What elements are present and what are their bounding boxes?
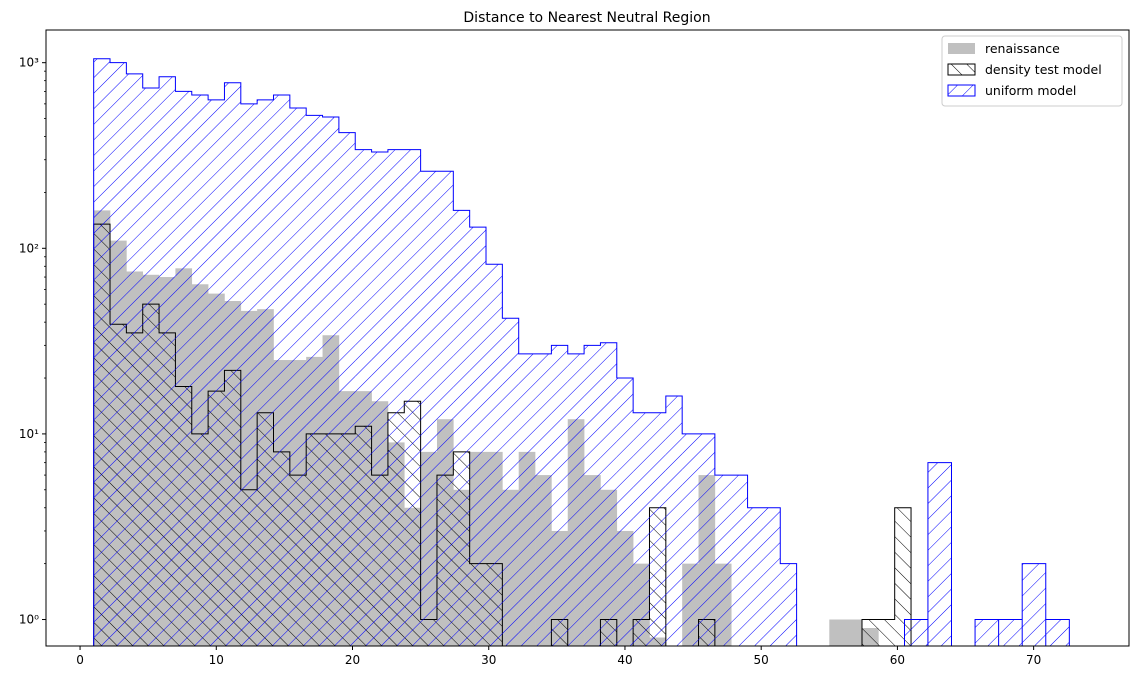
hatch-uniform-model-24 [486,264,503,646]
hatch-uniform-model-61 [927,462,952,646]
hatch-uniform-model-18 [387,149,405,646]
hatch-uniform-model-21 [436,171,454,646]
y-tick-label-100: 10² [19,241,39,255]
hatch-uniform-model-8 [224,82,241,646]
hatch-uniform-model-32 [616,378,634,646]
legend-swatch-uniform-model [947,84,976,97]
legend-swatch-renaissance [948,43,975,54]
bar-renaissance-46 [845,619,863,646]
hatch-uniform-model-9 [240,103,258,646]
plot-area [93,58,1070,646]
x-tick-label-30: 30 [481,653,496,667]
hatch-density-test-model-49 [894,507,912,646]
hatch-uniform-model-12 [289,107,307,646]
hatch-uniform-model-13 [306,115,323,646]
hatch-uniform-model-11 [273,94,290,646]
hatch-uniform-model-6 [191,94,209,646]
x-tick-label-50: 50 [754,653,769,667]
hatch-uniform-model-38 [714,475,732,646]
legend-label-density-test-model: density test model [985,62,1102,77]
hatch-uniform-model-7 [208,99,225,646]
hatch-uniform-model-28 [551,345,568,646]
x-axis: 0 10 20 30 40 50 60 70 [76,646,1041,667]
y-tick-label-1000: 10³ [19,56,39,70]
legend-frame [941,35,1123,107]
legend-label-renaissance: renaissance [985,41,1060,56]
y-tick-label-1: 10⁰ [19,613,39,627]
hatch-uniform-model-26 [518,353,536,646]
y-axis: 10⁰ 10¹ 10² 10³ [19,56,46,627]
hatch-uniform-model-65 [1045,619,1070,646]
hatch-uniform-model-15 [338,132,356,646]
hatch-uniform-model-60 [904,619,928,646]
hatch-uniform-model-40 [747,507,764,646]
hatch-uniform-model-0 [93,58,111,646]
hatch-uniform-model-41 [763,507,781,646]
hatch-uniform-model-35 [665,396,683,646]
y-tick-label-10: 10¹ [19,427,39,441]
x-tick-label-70: 70 [1026,653,1041,667]
hatch-uniform-model-27 [535,353,552,646]
legend-label-uniform-model: uniform model [985,83,1076,98]
hatch-uniform-model-5 [175,91,192,646]
x-tick-label-40: 40 [617,653,632,667]
hatch-uniform-model-39 [731,475,748,646]
bar-renaissance-45 [829,619,846,646]
x-tick-label-0: 0 [76,653,84,667]
hatch-uniform-model-62 [975,619,999,646]
hatch-uniform-model-36 [682,433,699,646]
hatch-uniform-model-16 [355,149,372,646]
outline-uniform-model [93,58,1070,646]
x-tick-label-20: 20 [345,653,360,667]
series-uniform-model [93,58,1070,646]
hatch-uniform-model-19 [404,149,421,646]
hatch-uniform-model-22 [453,210,470,646]
hatch-uniform-model-31 [600,342,617,646]
hatch-uniform-model-3 [142,88,160,646]
legend-swatch-density-test-model [947,63,976,76]
chart-title: Distance to Nearest Neutral Region [463,10,710,26]
hatch-uniform-model-1 [110,62,127,646]
hatch-uniform-model-33 [633,412,650,646]
hatch-uniform-model-4 [159,76,176,646]
legend: renaissance density test model uniform m… [941,35,1123,107]
x-tick-label-60: 60 [890,653,905,667]
hatch-uniform-model-37 [698,433,715,646]
hatch-uniform-model-17 [371,152,388,646]
hatch-density-test-model-48 [878,619,895,646]
hatch-uniform-model-64 [1022,563,1046,646]
hatch-uniform-model-2 [126,73,143,646]
hatch-uniform-model-25 [502,318,519,646]
plot-frame [45,29,1130,647]
x-tick-label-10: 10 [209,653,224,667]
hatch-uniform-model-14 [322,116,339,646]
hatch-uniform-model-10 [257,99,274,646]
hatch-uniform-model-30 [584,345,601,646]
hatch-uniform-model-29 [567,353,585,646]
hatch-density-test-model-47 [861,619,879,646]
hatch-uniform-model-34 [649,412,666,646]
hatch-uniform-model-23 [469,227,487,646]
hatch-uniform-model-42 [780,563,797,646]
hatch-uniform-model-20 [420,171,437,646]
hatch-uniform-model-63 [998,619,1023,646]
